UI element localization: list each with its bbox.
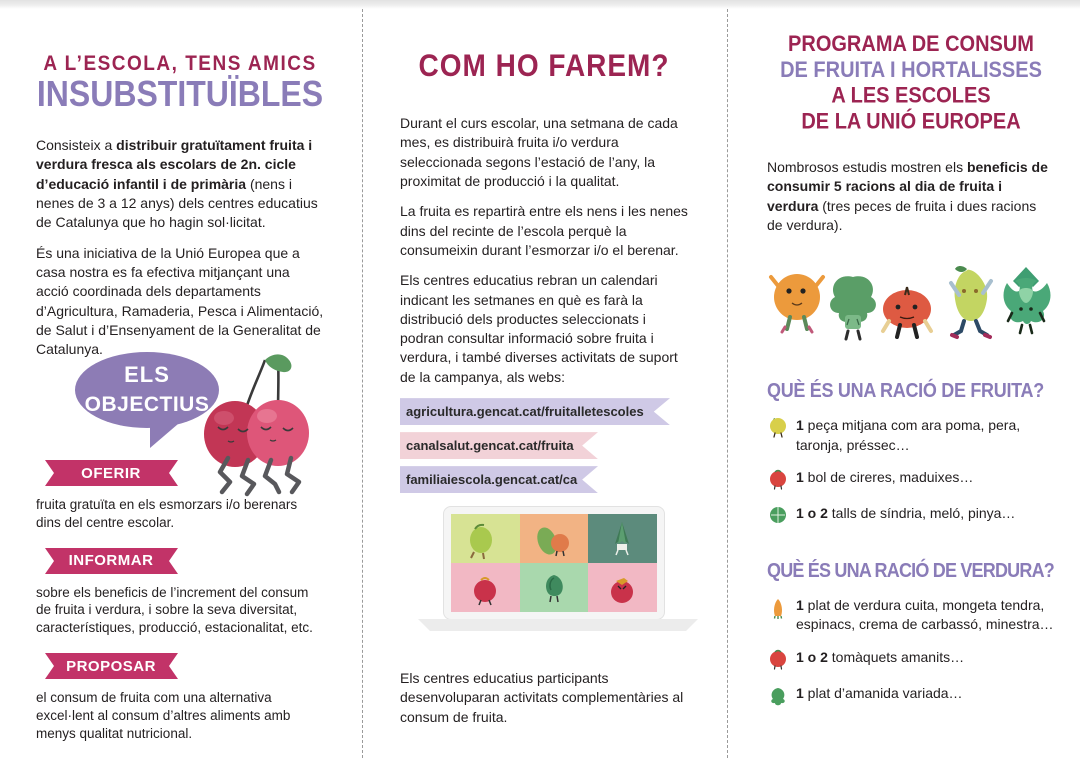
svg-text:OBJECTIUS: OBJECTIUS	[85, 393, 210, 416]
svg-text:ELS: ELS	[124, 362, 170, 387]
